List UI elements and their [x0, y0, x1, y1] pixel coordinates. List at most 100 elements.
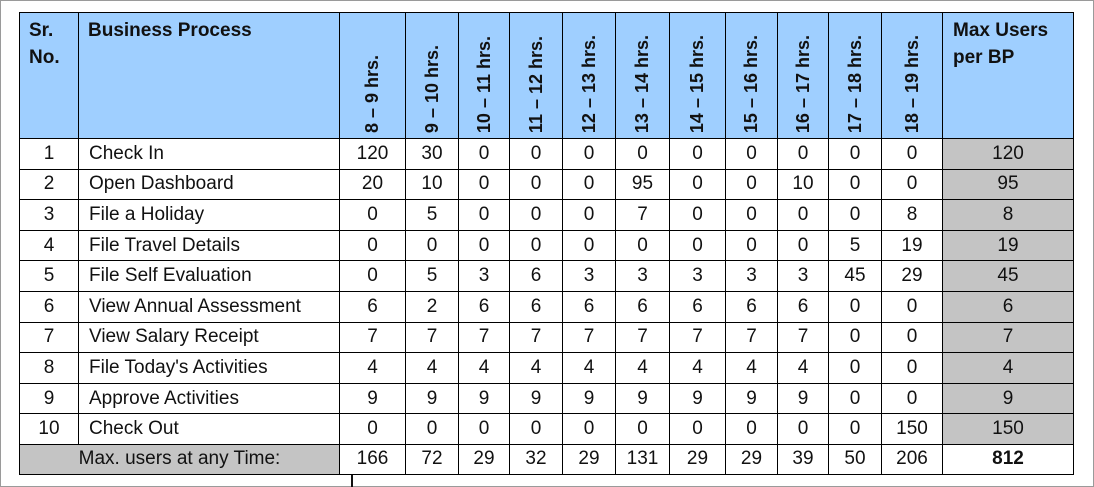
table-body: 1 Check In 120 30 0 0 0 0 0 0 0 0 0 120 2 Open Dashboar… — [19, 138, 1074, 445]
max-at-time-cell: 131 — [615, 443, 670, 475]
hour-value-cell: 5 — [405, 199, 459, 231]
hour-value-cell: 6 — [777, 290, 829, 323]
hour-value-cell: 9 — [405, 382, 459, 415]
hour-value-cell: 7 — [777, 321, 829, 354]
hour-value-cell: 0 — [828, 321, 882, 354]
hour-value-cell: 3 — [458, 260, 510, 292]
hour-value-cell: 7 — [458, 321, 510, 354]
hour-header-label: 8 – 9 hrs. — [362, 54, 382, 133]
hour-header-label: 10 – 11 hrs. — [473, 35, 494, 133]
hour-value-cell: 6 — [458, 290, 510, 323]
hour-value-cell: 0 — [458, 199, 510, 231]
hour-header: 8 – 9 hrs. — [339, 12, 406, 139]
max-users-cell: 120 — [942, 138, 1074, 170]
hour-value-cell: 8 — [881, 199, 943, 231]
hour-header: 10 – 11 hrs. — [458, 12, 510, 139]
hour-value-cell: 0 — [881, 382, 943, 415]
hour-value-cell: 0 — [828, 413, 882, 445]
hour-value-cell: 9 — [777, 382, 829, 415]
hour-value-cell: 10 — [405, 168, 459, 201]
max-at-time-cell: 50 — [828, 443, 882, 475]
hour-value-cell: 0 — [828, 199, 882, 231]
table-row: 8 File Today's Activities 4 4 4 4 4 4 4 4 4 0 0 4 — [19, 352, 1074, 384]
hour-value-cell: 0 — [725, 168, 778, 201]
hour-value-cell: 0 — [777, 138, 829, 170]
process-name-cell: View Salary Receipt — [78, 321, 340, 354]
hour-value-cell: 20 — [339, 168, 406, 201]
table-row: 1 Check In 120 30 0 0 0 0 0 0 0 0 0 120 — [19, 138, 1074, 170]
hour-header-label: 14 – 15 hrs. — [687, 34, 707, 133]
max-at-time-cell: 29 — [562, 443, 616, 475]
table-row: 7 View Salary Receipt 7 7 7 7 7 7 7 7 7 0 0 7 — [19, 321, 1074, 354]
table-row: 3 File a Holiday 0 5 0 0 0 7 0 0 0 0 8 8 — [19, 199, 1074, 231]
hour-header-label: 15 – 16 hrs. — [741, 34, 761, 133]
hour-value-cell: 0 — [458, 168, 510, 201]
hour-value-cell: 0 — [669, 168, 726, 201]
hour-header: 14 – 15 hrs. — [669, 12, 726, 139]
hour-value-cell: 3 — [562, 260, 616, 292]
sr-no-header: Sr. No. — [19, 12, 79, 139]
hour-value-cell: 7 — [562, 321, 616, 354]
hour-value-cell: 45 — [828, 260, 882, 292]
hour-header-label: 12 – 13 hrs. — [578, 34, 599, 133]
max-users-cell: 19 — [942, 229, 1074, 262]
sr-no-cell: 9 — [19, 382, 79, 415]
hour-value-cell: 4 — [405, 352, 459, 384]
hour-value-cell: 6 — [615, 290, 670, 323]
hour-value-cell: 6 — [669, 290, 726, 323]
hour-value-cell: 0 — [777, 229, 829, 262]
hour-value-cell: 0 — [881, 138, 943, 170]
hour-value-cell: 0 — [339, 413, 406, 445]
hour-value-cell: 0 — [339, 199, 406, 231]
max-at-time-cell: 29 — [725, 443, 778, 475]
hour-value-cell: 7 — [339, 321, 406, 354]
process-name-cell: File a Holiday — [78, 199, 340, 231]
hour-value-cell: 4 — [615, 352, 670, 384]
hour-value-cell: 0 — [669, 199, 726, 231]
hour-value-cell: 0 — [509, 199, 563, 231]
hour-header-label: 11 – 12 hrs. — [525, 35, 546, 133]
table-row: 2 Open Dashboard 20 10 0 0 0 95 0 0 10 0 0 95 — [19, 168, 1074, 201]
hour-value-cell: 0 — [725, 413, 778, 445]
hour-value-cell: 0 — [881, 290, 943, 323]
hour-header: 15 – 16 hrs. — [725, 12, 778, 139]
max-users-cell: 9 — [942, 382, 1074, 415]
sr-no-cell: 4 — [19, 229, 79, 262]
hour-value-cell: 6 — [562, 290, 616, 323]
hour-value-cell: 4 — [509, 352, 563, 384]
hour-value-cell: 7 — [615, 199, 670, 231]
hour-value-cell: 150 — [881, 413, 943, 445]
hour-value-cell: 3 — [615, 260, 670, 292]
max-at-time-cell: 72 — [405, 443, 459, 475]
hour-value-cell: 3 — [777, 260, 829, 292]
process-name-cell: File Travel Details — [78, 229, 340, 262]
hour-value-cell: 10 — [777, 168, 829, 201]
hour-value-cell: 0 — [777, 199, 829, 231]
hour-value-cell: 95 — [615, 168, 670, 201]
total-row: Max. users at any Time: 166 72 29 32 29 131 29… — [19, 443, 1074, 475]
max-users-cell: 150 — [942, 413, 1074, 445]
hour-value-cell: 3 — [725, 260, 778, 292]
max-users-cell: 95 — [942, 168, 1074, 201]
hour-value-cell: 0 — [458, 229, 510, 262]
hour-value-cell: 4 — [669, 352, 726, 384]
hour-value-cell: 4 — [562, 352, 616, 384]
hour-value-cell: 0 — [669, 138, 726, 170]
hour-value-cell: 0 — [509, 138, 563, 170]
hour-value-cell: 0 — [615, 413, 670, 445]
hour-header-label: 16 – 17 hrs. — [792, 34, 813, 133]
hour-value-cell: 0 — [339, 229, 406, 262]
hour-value-cell: 7 — [725, 321, 778, 354]
hour-value-cell: 0 — [725, 229, 778, 262]
table-row: 6 View Annual Assessment 6 2 6 6 6 6 6 6 6 0 0 6 — [19, 290, 1074, 323]
hour-value-cell: 0 — [881, 352, 943, 384]
sr-no-cell: 2 — [19, 168, 79, 201]
hour-header: 18 – 19 hrs. — [881, 12, 943, 139]
hour-value-cell: 0 — [405, 413, 459, 445]
max-at-time-cell: 29 — [669, 443, 726, 475]
hour-value-cell: 0 — [509, 168, 563, 201]
hour-header: 13 – 14 hrs. — [615, 12, 670, 139]
table-row: 5 File Self Evaluation 0 5 3 6 3 3 3 3 3 45 29 45 — [19, 260, 1074, 292]
hour-header: 16 – 17 hrs. — [777, 12, 829, 139]
max-at-time-cell: 29 — [458, 443, 510, 475]
